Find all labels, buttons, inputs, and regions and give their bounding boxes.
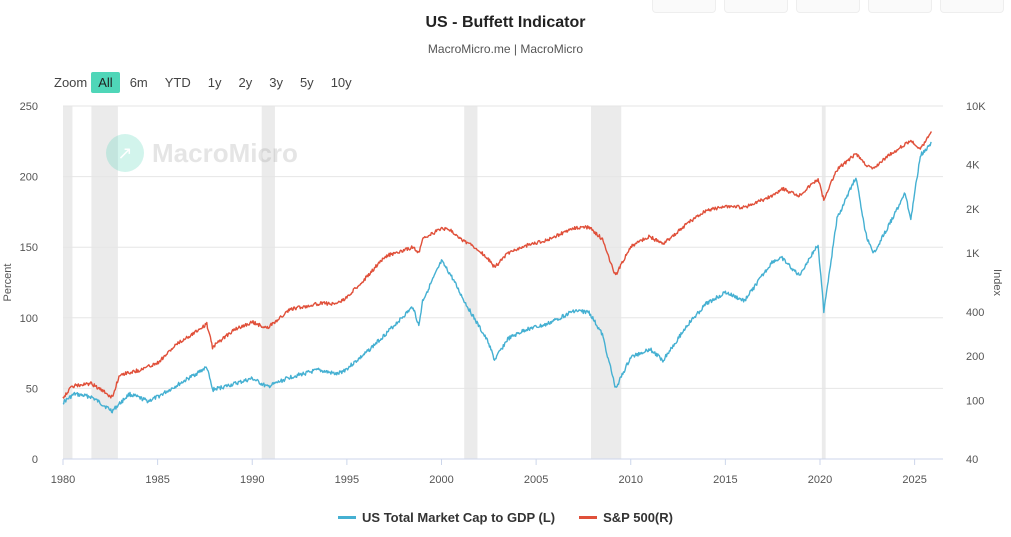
x-tick-label: 2015 [713,474,737,486]
x-tick-label: 1995 [335,474,359,486]
recession-band [91,106,118,459]
export-toolbar [652,0,1004,13]
x-tick-label: 2005 [524,474,548,486]
y-right-tick-label: 1K [966,248,980,260]
legend-label: S&P 500(R) [603,510,673,525]
legend-item-sp500[interactable]: S&P 500(R) [579,510,673,525]
toolbar-button[interactable] [796,0,860,13]
x-tick-label: 2020 [808,474,832,486]
y-right-axis-title: Index [991,269,1003,296]
recession-band [591,106,622,459]
zoom-3y-button[interactable]: 3y [269,75,283,90]
y-left-tick-label: 200 [20,172,38,184]
toolbar-button[interactable] [940,0,1004,13]
x-tick-label: 1980 [51,474,75,486]
y-left-tick-label: 150 [20,242,38,254]
y-left-tick-label: 50 [26,383,38,395]
y-right-tick-label: 100 [966,395,984,407]
x-tick-label: 2010 [618,474,642,486]
legend-item-market-cap[interactable]: US Total Market Cap to GDP (L) [338,510,555,525]
y-left-axis-title: Percent [2,264,14,302]
series-line-market-cap [62,141,932,414]
y-right-tick-label: 2K [966,204,980,216]
recession-band [821,106,826,459]
chart-title: US - Buffett Indicator [425,14,586,31]
zoom-10y-button[interactable]: 10y [330,75,352,90]
y-right-tick-label: 200 [966,351,984,363]
chart-legend: US Total Market Cap to GDP (L) S&P 500(R… [0,510,1011,525]
zoom-all-button[interactable]: All [91,72,120,93]
chart-subtitle: MacroMicro.me | MacroMicro [427,42,584,56]
legend-label: US Total Market Cap to GDP (L) [362,510,556,525]
y-right-tick-label: 40 [966,454,978,466]
toolbar-button[interactable] [652,0,716,13]
macromicro-logo-icon: ↗ [106,134,144,172]
y-right-tick-label: 400 [966,307,984,319]
x-tick-label: 1990 [240,474,264,486]
legend-swatch [338,516,357,519]
series-line-sp500 [62,131,933,399]
zoom-6m-button[interactable]: 6m [129,75,148,90]
legend-swatch [579,516,598,519]
y-left-tick-label: 0 [32,454,38,466]
zoom-2y-button[interactable]: 2y [238,75,253,90]
recession-band [464,106,478,459]
recession-band [63,106,73,459]
zoom-1y-button[interactable]: 1y [207,75,222,90]
x-tick-label: 1985 [145,474,169,486]
zoom-selector: Zoom All 6m YTD 1y 2y 3y 5y 10y [54,72,362,93]
zoom-5y-button[interactable]: 5y [299,75,314,90]
x-tick-label: 2025 [902,474,926,486]
zoom-label: Zoom [54,75,88,90]
toolbar-button[interactable] [868,0,932,13]
y-left-tick-label: 250 [20,101,38,113]
watermark-text: MacroMicro [152,137,298,168]
y-left-tick-label: 100 [20,313,38,325]
y-right-tick-label: 10K [966,101,986,113]
recession-band [261,106,275,459]
x-tick-label: 2000 [429,474,453,486]
y-right-tick-label: 4K [966,160,980,172]
watermark: ↗ MacroMicro [106,134,298,172]
zoom-ytd-button[interactable]: YTD [164,75,191,90]
toolbar-button[interactable] [724,0,788,13]
